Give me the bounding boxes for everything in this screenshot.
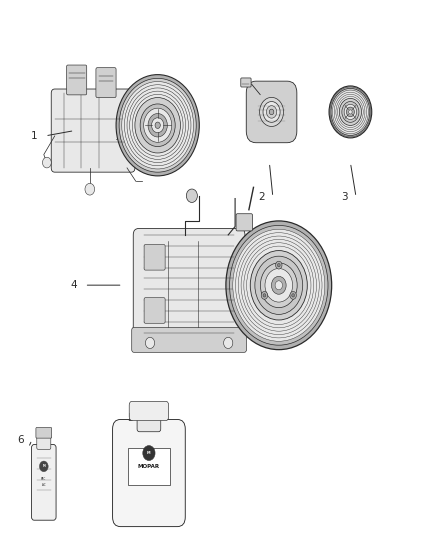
Circle shape [226, 221, 332, 350]
FancyBboxPatch shape [236, 214, 252, 231]
Circle shape [292, 294, 294, 297]
Circle shape [42, 157, 51, 168]
Circle shape [145, 337, 155, 349]
FancyBboxPatch shape [96, 68, 116, 98]
Circle shape [250, 251, 307, 320]
FancyBboxPatch shape [32, 445, 56, 520]
Circle shape [331, 88, 370, 135]
Text: 2: 2 [258, 192, 265, 202]
Circle shape [85, 183, 95, 195]
Circle shape [275, 281, 283, 290]
Circle shape [265, 269, 293, 302]
FancyBboxPatch shape [37, 434, 51, 449]
Circle shape [119, 78, 196, 172]
Circle shape [329, 86, 372, 138]
FancyBboxPatch shape [241, 78, 251, 87]
Circle shape [224, 337, 233, 349]
FancyBboxPatch shape [113, 419, 185, 527]
Circle shape [269, 109, 274, 115]
Circle shape [277, 263, 280, 267]
Circle shape [122, 82, 194, 169]
Circle shape [332, 90, 368, 134]
Circle shape [236, 233, 322, 338]
Circle shape [233, 229, 325, 341]
Text: PAC: PAC [41, 477, 46, 481]
Text: 5: 5 [127, 414, 134, 423]
Circle shape [155, 122, 160, 128]
FancyBboxPatch shape [36, 427, 52, 438]
Circle shape [124, 85, 191, 166]
Circle shape [230, 225, 328, 345]
Circle shape [144, 108, 172, 142]
Circle shape [349, 110, 352, 114]
Circle shape [116, 75, 199, 176]
Text: M: M [147, 451, 151, 455]
Circle shape [260, 98, 283, 126]
Circle shape [346, 107, 354, 117]
Circle shape [272, 276, 286, 294]
Circle shape [148, 114, 167, 137]
Circle shape [342, 101, 359, 123]
Circle shape [241, 239, 317, 331]
Circle shape [132, 94, 183, 156]
Circle shape [140, 104, 175, 147]
Circle shape [130, 91, 186, 159]
Circle shape [266, 106, 277, 118]
Circle shape [186, 189, 198, 203]
Text: 4: 4 [70, 280, 77, 290]
Circle shape [339, 99, 361, 125]
Circle shape [263, 101, 280, 123]
Circle shape [247, 246, 311, 325]
Circle shape [143, 446, 155, 461]
Circle shape [39, 461, 48, 472]
FancyBboxPatch shape [51, 89, 135, 172]
Text: M: M [42, 464, 45, 469]
Text: MOPAR: MOPAR [138, 464, 160, 469]
FancyBboxPatch shape [67, 65, 87, 95]
Circle shape [338, 96, 363, 127]
FancyBboxPatch shape [246, 81, 297, 143]
Circle shape [261, 292, 268, 300]
Circle shape [290, 292, 297, 300]
FancyBboxPatch shape [133, 229, 245, 340]
Circle shape [244, 243, 314, 328]
Circle shape [238, 236, 319, 335]
Circle shape [344, 104, 357, 119]
Circle shape [334, 92, 367, 132]
Circle shape [255, 256, 303, 314]
Text: 1: 1 [31, 131, 37, 141]
FancyBboxPatch shape [137, 411, 161, 432]
Bar [128, 448, 170, 485]
Circle shape [260, 263, 297, 308]
Text: 3: 3 [342, 192, 348, 202]
FancyBboxPatch shape [144, 245, 165, 270]
Circle shape [263, 294, 266, 297]
Circle shape [152, 118, 164, 133]
Text: A/C: A/C [42, 483, 46, 487]
Text: 6: 6 [18, 435, 24, 445]
FancyBboxPatch shape [132, 327, 247, 352]
Circle shape [276, 261, 282, 269]
Circle shape [336, 94, 365, 130]
FancyBboxPatch shape [129, 401, 169, 421]
Circle shape [127, 88, 188, 163]
Circle shape [135, 98, 180, 153]
FancyBboxPatch shape [144, 297, 165, 323]
